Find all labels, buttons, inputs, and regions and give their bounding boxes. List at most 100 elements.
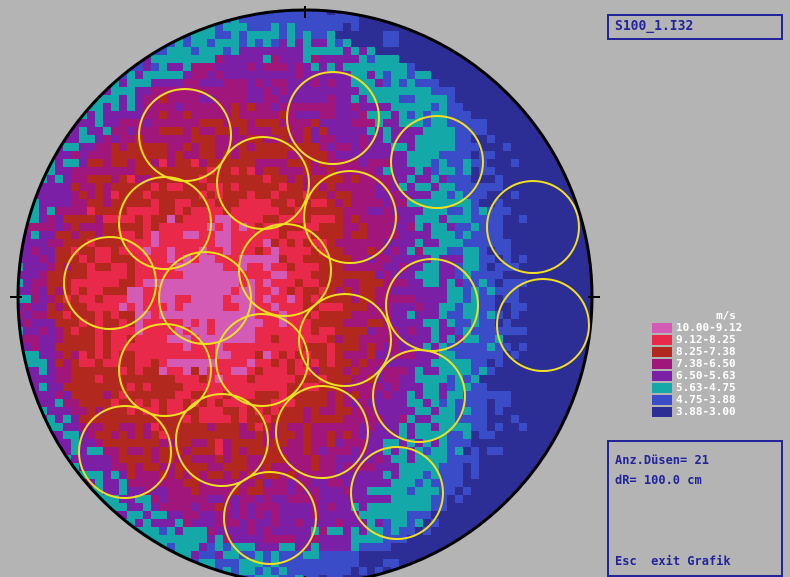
- velocity-cell: [351, 327, 359, 335]
- velocity-cell: [463, 375, 471, 383]
- velocity-cell: [543, 231, 551, 239]
- velocity-cell: [295, 239, 303, 247]
- velocity-cell: [463, 423, 471, 431]
- velocity-cell: [519, 247, 527, 255]
- velocity-cell: [79, 215, 87, 223]
- velocity-cell: [215, 247, 223, 255]
- velocity-cell: [207, 471, 215, 479]
- velocity-cell: [575, 287, 583, 295]
- velocity-cell: [135, 359, 143, 367]
- velocity-cell: [583, 215, 591, 223]
- velocity-cell: [415, 223, 423, 231]
- velocity-cell: [143, 287, 151, 295]
- velocity-cell: [167, 231, 175, 239]
- velocity-cell: [231, 247, 239, 255]
- velocity-cell: [503, 447, 511, 455]
- velocity-cell: [511, 287, 519, 295]
- velocity-cell: [583, 279, 591, 287]
- velocity-cell: [567, 223, 575, 231]
- velocity-cell: [335, 215, 343, 223]
- velocity-cell: [31, 207, 39, 215]
- velocity-cell: [391, 367, 399, 375]
- velocity-cell: [439, 343, 447, 351]
- velocity-cell: [191, 79, 199, 87]
- velocity-cell: [295, 391, 303, 399]
- velocity-cell: [375, 271, 383, 279]
- velocity-cell: [287, 231, 295, 239]
- velocity-cell: [95, 191, 103, 199]
- velocity-cell: [343, 199, 351, 207]
- velocity-cell: [71, 127, 79, 135]
- velocity-cell: [199, 375, 207, 383]
- velocity-cell: [167, 183, 175, 191]
- velocity-cell: [127, 471, 135, 479]
- velocity-cell: [295, 511, 303, 519]
- velocity-cell: [423, 503, 431, 511]
- velocity-cell: [183, 199, 191, 207]
- velocity-cell: [199, 223, 207, 231]
- velocity-cell: [47, 199, 55, 207]
- velocity-cell: [215, 55, 223, 63]
- velocity-cell: [151, 159, 159, 167]
- velocity-cell: [367, 279, 375, 287]
- velocity-cell: [295, 191, 303, 199]
- velocity-cell: [327, 79, 335, 87]
- velocity-cell: [479, 223, 487, 231]
- velocity-cell: [231, 175, 239, 183]
- velocity-cell: [239, 335, 247, 343]
- velocity-cell: [359, 351, 367, 359]
- velocity-cell: [479, 207, 487, 215]
- velocity-cell: [239, 415, 247, 423]
- velocity-cell: [415, 527, 423, 535]
- velocity-cell: [439, 183, 447, 191]
- velocity-cell: [479, 255, 487, 263]
- velocity-cell: [335, 551, 343, 559]
- velocity-cell: [543, 415, 551, 423]
- velocity-cell: [375, 535, 383, 543]
- velocity-cell: [351, 191, 359, 199]
- velocity-cell: [183, 127, 191, 135]
- velocity-cell: [127, 87, 135, 95]
- velocity-cell: [391, 23, 399, 31]
- velocity-cell: [151, 471, 159, 479]
- velocity-cell: [287, 471, 295, 479]
- velocity-cell: [111, 167, 119, 175]
- velocity-cell: [159, 239, 167, 247]
- velocity-cell: [359, 295, 367, 303]
- velocity-cell: [327, 399, 335, 407]
- velocity-cell: [351, 495, 359, 503]
- velocity-cell: [319, 535, 327, 543]
- velocity-cell: [447, 223, 455, 231]
- esc-key-hint[interactable]: Esc: [615, 554, 637, 568]
- velocity-cell: [223, 143, 231, 151]
- velocity-cell: [407, 191, 415, 199]
- velocity-cell: [343, 231, 351, 239]
- velocity-cell: [143, 103, 151, 111]
- velocity-cell: [127, 343, 135, 351]
- velocity-cell: [191, 95, 199, 103]
- velocity-cell: [207, 343, 215, 351]
- velocity-cell: [319, 39, 327, 47]
- velocity-cell: [311, 295, 319, 303]
- velocity-cell: [543, 431, 551, 439]
- velocity-cell: [423, 63, 431, 71]
- velocity-cell: [199, 479, 207, 487]
- velocity-cell: [183, 207, 191, 215]
- velocity-cell: [295, 399, 303, 407]
- velocity-cell: [503, 327, 511, 335]
- velocity-cell: [327, 351, 335, 359]
- velocity-cell: [207, 127, 215, 135]
- velocity-cell: [215, 231, 223, 239]
- velocity-cell: [311, 287, 319, 295]
- velocity-cell: [95, 463, 103, 471]
- velocity-cell: [263, 271, 271, 279]
- velocity-cell: [471, 231, 479, 239]
- velocity-cell: [135, 319, 143, 327]
- velocity-cell: [111, 191, 119, 199]
- velocity-cell: [495, 247, 503, 255]
- velocity-cell: [431, 111, 439, 119]
- velocity-cell: [463, 495, 471, 503]
- velocity-cell: [399, 223, 407, 231]
- velocity-cell: [135, 111, 143, 119]
- velocity-cell: [287, 183, 295, 191]
